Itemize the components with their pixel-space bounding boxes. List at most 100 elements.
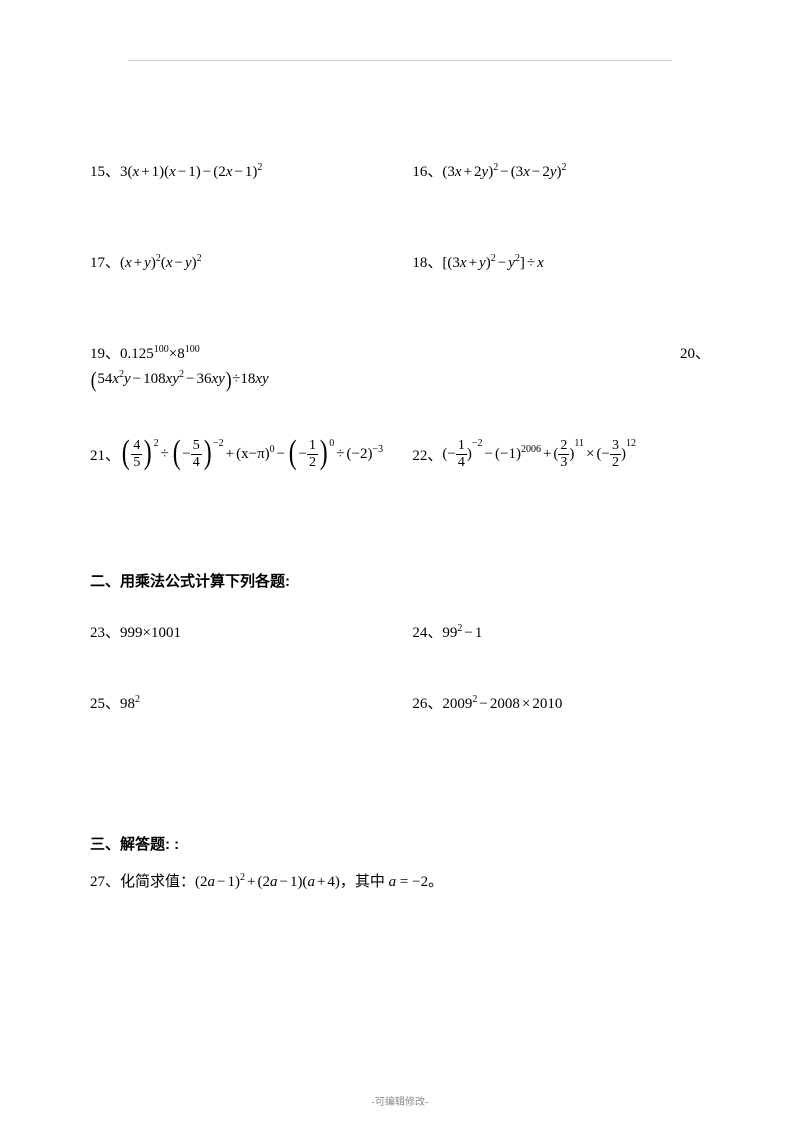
x: x xyxy=(460,255,467,271)
section-2-heading: 二、用乘法公式计算下列各题: xyxy=(90,570,710,591)
problem-27: 27、化简求值：(2a−1)2+(2a−1)(a+4)，其中 a = −2。 xyxy=(90,870,710,891)
problem-20-expr: (54x2y−108xy2−36xy)÷18xy xyxy=(90,369,710,389)
x: x xyxy=(112,371,119,387)
op: × xyxy=(520,696,532,712)
a: a xyxy=(307,874,315,890)
t: (3 xyxy=(442,164,455,180)
t: 1)( xyxy=(290,874,308,890)
y: y xyxy=(172,371,179,387)
neg: − xyxy=(182,446,190,462)
t: 3( xyxy=(120,164,133,180)
x: x xyxy=(537,255,544,271)
op: − xyxy=(131,371,143,387)
y: y xyxy=(124,371,131,387)
op: ÷ xyxy=(334,446,346,462)
op: − xyxy=(530,164,542,180)
x: x xyxy=(169,164,176,180)
rparen: ) xyxy=(226,370,232,390)
op: − xyxy=(176,164,188,180)
y: y xyxy=(185,255,192,271)
post: ，其中 xyxy=(340,874,389,890)
t: 98 xyxy=(120,696,135,712)
num-d: 3 xyxy=(558,455,569,470)
op: + xyxy=(462,164,474,180)
op: − xyxy=(462,625,474,641)
post: 。 xyxy=(428,874,443,890)
op: − xyxy=(277,874,289,890)
frac: 32 xyxy=(610,439,621,470)
section-3-heading: 三、解答题: : xyxy=(90,833,710,854)
t: (−1) xyxy=(495,446,521,462)
problem-26: 26、20092−2008×2010 xyxy=(412,692,710,713)
exp: 100 xyxy=(154,344,169,355)
t: 1)( xyxy=(152,164,170,180)
op: + xyxy=(467,255,479,271)
t: × xyxy=(169,346,177,362)
exp: −3 xyxy=(372,444,383,455)
t: 1) xyxy=(228,874,241,890)
op: − xyxy=(215,874,227,890)
t: 2 xyxy=(474,164,482,180)
num-n: 1 xyxy=(456,439,467,455)
problem-19: 19、0.125100×8100 xyxy=(90,342,680,363)
num-d: 4 xyxy=(456,455,467,470)
lparen: ( xyxy=(122,439,130,466)
y: y xyxy=(508,255,515,271)
num-n: 2 xyxy=(558,439,569,455)
t: (− xyxy=(442,446,455,462)
frac: 23 xyxy=(558,439,569,470)
exp: 2 xyxy=(135,694,140,705)
t: 99 xyxy=(442,625,457,641)
num: 21、 xyxy=(90,448,120,464)
op: + xyxy=(245,874,257,890)
lparen: ( xyxy=(91,370,97,390)
t: 1 xyxy=(475,625,483,641)
x: x xyxy=(455,164,462,180)
op: − xyxy=(232,164,244,180)
problem-24: 24、992−1 xyxy=(412,621,710,642)
exp: 0 xyxy=(270,444,275,455)
t: [(3 xyxy=(442,255,460,271)
y: y xyxy=(550,164,557,180)
x: x xyxy=(166,255,173,271)
t: (2 xyxy=(213,164,226,180)
t: 2008 xyxy=(490,696,520,712)
op: ÷ xyxy=(159,446,171,462)
t: 2 xyxy=(542,164,550,180)
t: 36 xyxy=(196,371,211,387)
num: 23、 xyxy=(90,625,120,641)
num-n: 1 xyxy=(307,439,318,455)
op: − xyxy=(477,696,489,712)
num-d: 4 xyxy=(191,455,202,470)
t: 18 xyxy=(240,371,255,387)
num-n: 3 xyxy=(610,439,621,455)
frac: 45 xyxy=(131,439,142,470)
frac: 12 xyxy=(307,439,318,470)
t: 54 xyxy=(97,371,112,387)
y: y xyxy=(218,371,225,387)
exp: −2 xyxy=(213,438,224,449)
op: + xyxy=(139,164,151,180)
neg: − xyxy=(298,446,306,462)
exp: 2 xyxy=(491,253,496,264)
rparen: ) xyxy=(203,439,211,466)
exp: 12 xyxy=(626,438,636,449)
rparen: ) xyxy=(320,439,328,466)
num-n: 5 xyxy=(191,439,202,455)
problem-16: 16、(3x+2y)2−(3x−2y)2 xyxy=(412,160,710,181)
footer-text: -可编辑修改- xyxy=(0,1093,800,1108)
problem-23: 23、999×1001 xyxy=(90,621,412,642)
num: 22、 xyxy=(412,448,442,464)
num-d: 2 xyxy=(610,455,621,470)
exp: 0 xyxy=(329,438,334,449)
problem-20-num: 20、 xyxy=(680,342,710,363)
num: 17、 xyxy=(90,255,120,271)
exp: 11 xyxy=(574,438,584,449)
exp: 2 xyxy=(154,438,159,449)
y: y xyxy=(479,255,486,271)
t: (− xyxy=(597,446,610,462)
op: − xyxy=(275,446,287,462)
t: (−2) xyxy=(347,446,373,462)
t: (2 xyxy=(257,874,270,890)
num-d: 5 xyxy=(131,455,142,470)
